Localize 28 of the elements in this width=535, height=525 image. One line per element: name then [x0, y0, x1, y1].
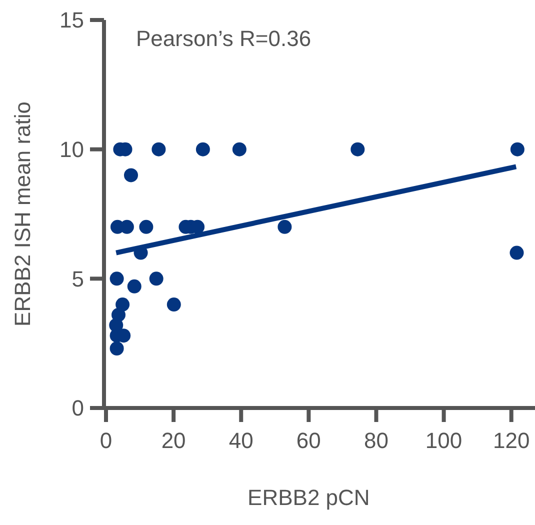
point: [110, 272, 124, 286]
point: [510, 246, 524, 260]
point: [152, 142, 166, 156]
x-tick-label: 120: [492, 428, 530, 453]
point: [124, 168, 138, 182]
x-tick-label: 80: [364, 428, 388, 453]
x-tick-label: 100: [425, 428, 462, 453]
point: [350, 142, 365, 156]
point: [149, 272, 164, 286]
point: [510, 142, 524, 156]
point: [196, 142, 210, 156]
annotation: Pearson’s R=0.36: [136, 26, 312, 51]
point: [232, 142, 246, 156]
point: [139, 220, 154, 234]
point: [127, 279, 142, 294]
x-tick-label: 20: [161, 428, 186, 453]
y-tick-label: 5: [72, 266, 84, 292]
point: [278, 220, 292, 234]
point: [166, 298, 181, 312]
x-tick-label: 60: [296, 428, 321, 453]
point: [110, 342, 124, 356]
x-tick-label: 40: [228, 428, 254, 453]
y-tick-label: 0: [72, 396, 84, 421]
y-tick-label: 15: [60, 8, 84, 33]
x-tick-label: 0: [100, 428, 112, 453]
x-axis-title: ERBB2 pCN: [248, 485, 370, 510]
y-axis-title: ERBB2 ISH mean ratio: [10, 102, 35, 326]
y-tick-label: 10: [60, 137, 84, 162]
